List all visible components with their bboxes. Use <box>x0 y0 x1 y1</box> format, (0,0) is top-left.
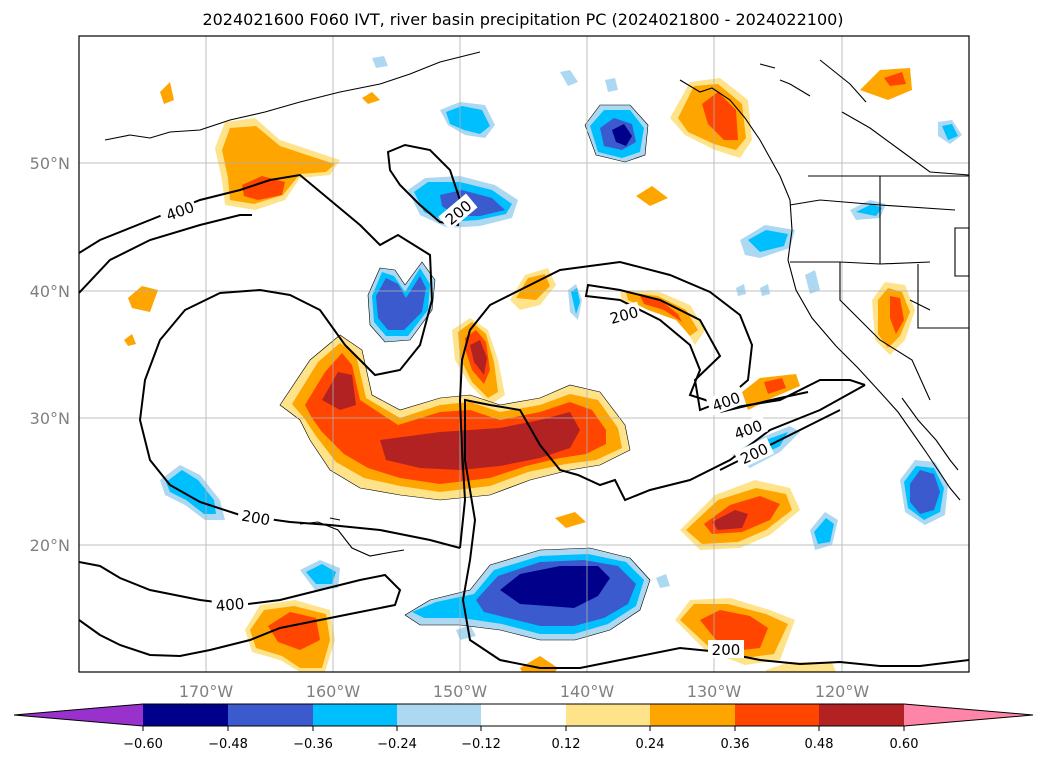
lat-label: 40°N <box>30 282 70 301</box>
shading-outlines <box>279 104 651 641</box>
map-title: 2024021600 F060 IVT, river basin precipi… <box>202 10 843 29</box>
colorbar-tick-label: 0.12 <box>552 737 581 752</box>
colorbar-tick-label: −0.48 <box>208 737 248 752</box>
colorbar-bin <box>143 704 228 726</box>
contour-label: 200 <box>240 507 271 530</box>
colorbar-bin <box>735 704 819 726</box>
map-content: 400 200 200 400 400 200 200 400 200 <box>79 36 969 672</box>
colorbar-bin <box>566 704 650 726</box>
colorbar-tick-label: 0.36 <box>721 737 750 752</box>
contour-labels: 400 200 200 400 400 200 200 400 200 <box>158 193 775 659</box>
colorbar-bin <box>313 704 397 726</box>
colorbar-extend-high <box>904 704 1033 726</box>
ivt-contour-400-north <box>79 173 461 549</box>
colorbar-tick-label: −0.24 <box>377 737 417 752</box>
colorbar-bin <box>228 704 313 726</box>
colorbar-bin <box>481 704 566 726</box>
lon-label: 170°W <box>179 682 234 701</box>
colorbar-tick-label: 0.48 <box>805 737 834 752</box>
colorbar: −0.60 −0.48 −0.36 −0.24 −0.12 0.12 0.24 … <box>13 703 1034 752</box>
colorbar-bin <box>819 704 904 726</box>
colorbar-extend-low <box>14 704 143 726</box>
lon-label: 160°W <box>306 682 361 701</box>
colorbar-tick-label: −0.60 <box>123 737 163 752</box>
lat-label: 20°N <box>30 536 70 555</box>
colorbar-tick-label: −0.12 <box>461 737 501 752</box>
lat-label: 30°N <box>30 409 70 428</box>
colorbar-bin <box>650 704 735 726</box>
ivt-contours <box>79 143 969 669</box>
map-panel: 400 200 200 400 400 200 200 400 200 <box>78 35 970 673</box>
lon-label: 140°W <box>560 682 615 701</box>
lon-label: 150°W <box>433 682 488 701</box>
contour-label: 400 <box>215 595 245 615</box>
colorbar-tick-label: 0.60 <box>890 737 919 752</box>
colorbar-tick-label: −0.36 <box>293 737 333 752</box>
contour-label: 200 <box>712 641 741 659</box>
lon-label: 130°W <box>687 682 742 701</box>
colorbar-bin <box>397 704 481 726</box>
lon-labels: 170°W 160°W 150°W 140°W 130°W 120°W <box>179 682 870 701</box>
lon-label: 120°W <box>815 682 870 701</box>
coastlines <box>104 51 969 557</box>
lat-labels: 20°N 30°N 40°N 50°N <box>30 154 70 555</box>
colorbar-tick-label: 0.24 <box>636 737 665 752</box>
lat-label: 50°N <box>30 154 70 173</box>
map-frame <box>78 35 970 673</box>
